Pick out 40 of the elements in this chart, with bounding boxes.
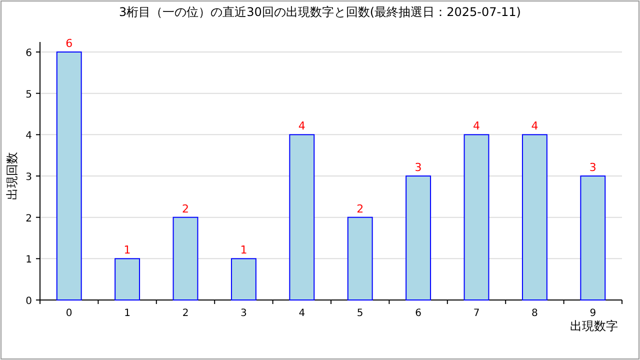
bar [289,134,315,300]
x-tick-label: 7 [473,308,480,319]
data-label: 1 [240,244,248,257]
data-label: 3 [414,161,422,174]
data-label: 4 [531,120,538,133]
x-tick-label: 6 [415,308,422,319]
data-label: 4 [298,120,306,133]
bar [114,258,140,300]
data-label: 2 [356,202,364,216]
bar [56,52,82,300]
y-tick-label: 2 [26,213,32,224]
x-tick-label: 4 [298,308,306,319]
data-label: 4 [473,120,480,133]
x-axis-title: 出現数字 [570,319,618,333]
x-tick-label: 9 [590,308,596,319]
bar [406,176,432,300]
bar [172,216,198,300]
chart-title: 3桁目（一の位）の直近30回の出現数字と回数(最終抽選日：2025-07-11) [118,5,522,19]
bar [347,216,373,300]
data-label: 2 [182,202,189,216]
y-tick-label: 1 [26,254,32,266]
data-label: 1 [124,244,131,257]
y-tick-label: 3 [26,172,32,183]
x-tick-label: 3 [240,308,247,319]
data-label: 6 [66,37,73,50]
x-tick-label: 2 [182,308,189,319]
y-axis-title: 出現回数 [5,152,19,200]
bar [522,134,548,300]
x-tick-label: 1 [124,308,130,319]
y-tick-label: 4 [26,130,32,142]
y-tick-label: 6 [26,48,32,59]
data-label: 3 [589,161,596,174]
x-tick-label: 5 [356,308,364,319]
bar [230,258,256,300]
bar [464,134,490,300]
bar [580,176,606,300]
y-tick-label: 5 [26,89,32,100]
x-tick-label: 0 [66,308,72,319]
y-tick-label: 0 [26,296,32,307]
x-tick-label: 8 [532,308,538,319]
